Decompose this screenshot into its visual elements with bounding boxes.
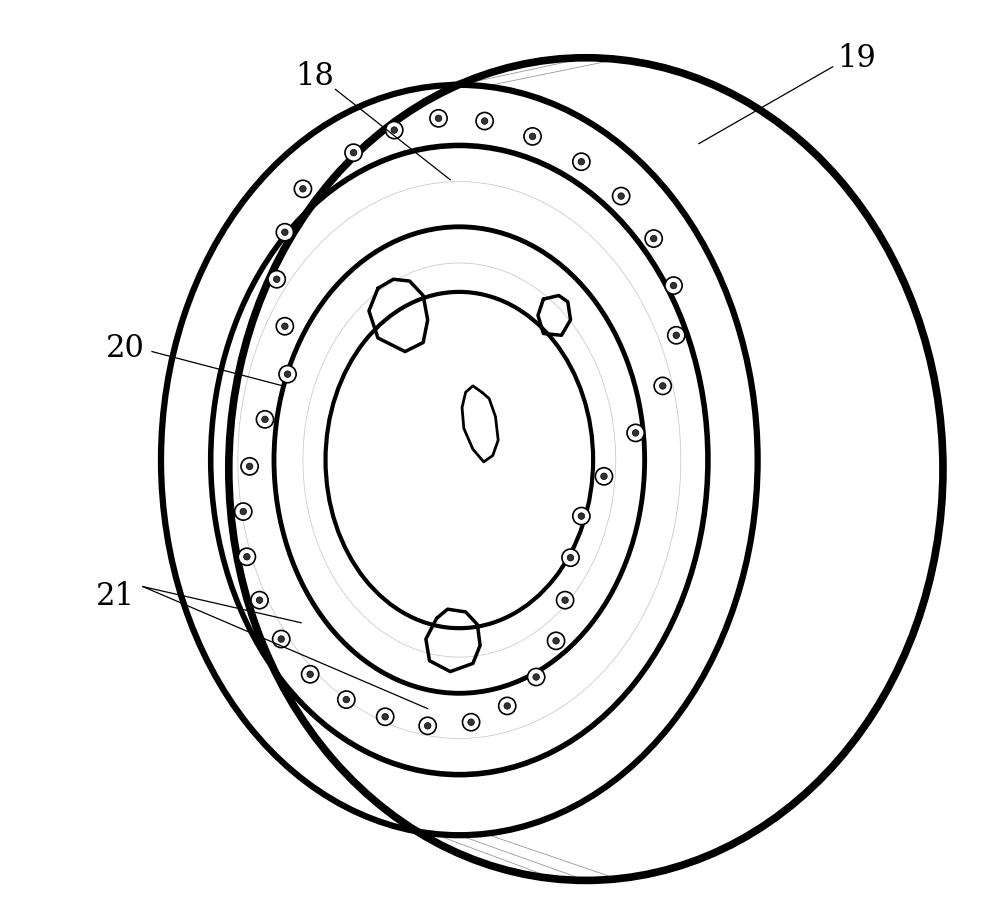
Circle shape	[578, 513, 585, 520]
Circle shape	[279, 367, 296, 383]
Text: 19: 19	[838, 43, 876, 74]
Circle shape	[338, 692, 355, 708]
Circle shape	[276, 318, 293, 335]
Circle shape	[529, 134, 536, 141]
Circle shape	[382, 713, 388, 721]
Circle shape	[627, 424, 644, 442]
Circle shape	[262, 416, 268, 424]
Circle shape	[462, 713, 480, 731]
Circle shape	[562, 549, 579, 567]
Circle shape	[241, 458, 258, 475]
Circle shape	[273, 276, 280, 284]
Circle shape	[276, 224, 293, 242]
Circle shape	[567, 554, 574, 562]
Circle shape	[665, 277, 682, 294]
Circle shape	[302, 666, 319, 683]
Circle shape	[435, 116, 442, 123]
Circle shape	[244, 554, 250, 561]
Circle shape	[573, 507, 590, 526]
Circle shape	[343, 696, 350, 703]
Circle shape	[528, 668, 545, 686]
Circle shape	[419, 717, 436, 735]
Circle shape	[578, 159, 585, 166]
Circle shape	[601, 473, 607, 480]
Circle shape	[278, 636, 284, 643]
Circle shape	[499, 697, 516, 715]
Circle shape	[294, 181, 312, 198]
Circle shape	[573, 154, 590, 172]
Circle shape	[468, 719, 474, 726]
Circle shape	[654, 378, 671, 396]
Circle shape	[613, 189, 630, 205]
Circle shape	[282, 323, 288, 330]
Circle shape	[251, 592, 268, 609]
Circle shape	[424, 722, 431, 730]
Circle shape	[595, 468, 613, 486]
Circle shape	[345, 145, 362, 163]
Text: 20: 20	[105, 332, 144, 363]
Circle shape	[377, 708, 394, 726]
Circle shape	[504, 703, 510, 710]
Circle shape	[650, 236, 657, 243]
Circle shape	[238, 548, 255, 565]
Circle shape	[632, 430, 639, 437]
Circle shape	[273, 630, 290, 648]
Text: 18: 18	[295, 61, 334, 92]
Circle shape	[476, 113, 493, 130]
Circle shape	[562, 597, 568, 604]
Circle shape	[235, 503, 252, 520]
Circle shape	[645, 230, 662, 247]
Circle shape	[547, 632, 565, 650]
Circle shape	[533, 674, 539, 681]
Circle shape	[386, 123, 403, 139]
Circle shape	[256, 597, 263, 604]
Circle shape	[300, 186, 306, 193]
Circle shape	[673, 332, 680, 340]
Circle shape	[553, 638, 559, 645]
Circle shape	[350, 150, 357, 157]
Circle shape	[618, 193, 624, 200]
Text: 21: 21	[96, 581, 135, 611]
Circle shape	[481, 118, 488, 126]
Circle shape	[556, 592, 574, 609]
Circle shape	[670, 283, 677, 290]
Circle shape	[307, 671, 313, 678]
Circle shape	[659, 383, 666, 390]
Circle shape	[240, 508, 247, 516]
Circle shape	[430, 110, 447, 128]
Circle shape	[246, 463, 253, 470]
Circle shape	[282, 229, 288, 237]
Circle shape	[668, 328, 685, 345]
Circle shape	[391, 127, 397, 135]
Circle shape	[268, 272, 285, 289]
Circle shape	[284, 371, 291, 378]
Circle shape	[524, 129, 541, 145]
Circle shape	[256, 411, 274, 428]
